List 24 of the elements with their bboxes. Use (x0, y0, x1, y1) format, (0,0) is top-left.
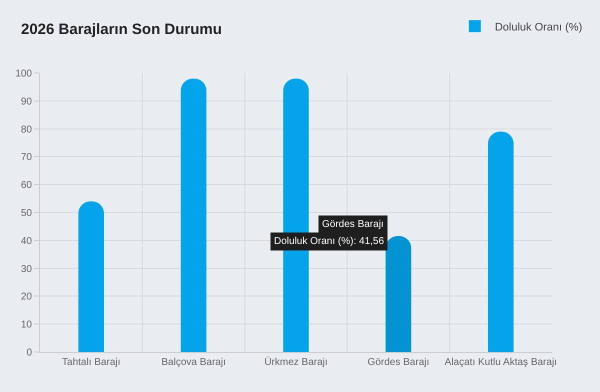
bar (488, 132, 514, 352)
x-tick-label: Gördes Barajı (368, 357, 430, 368)
y-tick-label: 40 (20, 236, 32, 247)
x-tick-label: Ürkmez Barajı (264, 356, 328, 368)
annotation: Doluluk Oranı (%): 41,56 (274, 236, 384, 247)
annotation: Gördes Barajı (322, 219, 384, 230)
chart-title: 2026 Barajların Son Durumu (21, 21, 222, 38)
y-tick-label: 100 (15, 68, 32, 80)
y-tick-label: 0 (26, 348, 32, 358)
bar (386, 236, 412, 352)
y-tick-label: 20 (20, 292, 32, 303)
legend-label: Doluluk Oranı (%) (494, 21, 582, 34)
y-tick-label: 60 (20, 180, 32, 192)
bar (78, 201, 104, 352)
y-tick-label: 70 (20, 152, 32, 164)
y-tick-label: 10 (20, 320, 32, 331)
x-tick-label: Tahtalı Barajı (62, 357, 120, 368)
x-tick-label: Alaçatı Kutlu Aktaş Barajı (444, 357, 557, 368)
y-tick-label: 50 (20, 208, 32, 219)
x-tick-label: Balçova Barajı (161, 357, 226, 368)
y-tick-label: 30 (20, 264, 32, 275)
y-tick-label: 80 (20, 124, 32, 136)
y-tick-label: 90 (20, 96, 32, 108)
bar (180, 78, 206, 352)
